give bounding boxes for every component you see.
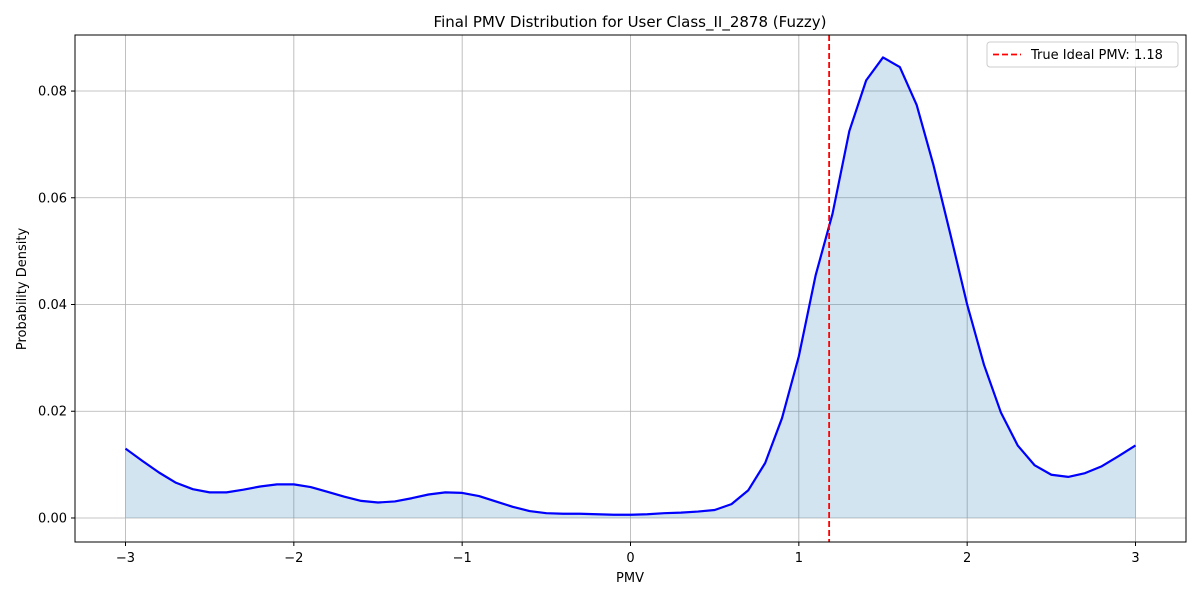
area-layer bbox=[124, 56, 1137, 518]
legend: True Ideal PMV: 1.18 bbox=[986, 41, 1179, 68]
y-tick-label: 0.06 bbox=[38, 191, 67, 206]
x-tick-label: 1 bbox=[795, 551, 803, 566]
x-tick-label: −1 bbox=[453, 551, 472, 566]
y-tick-label: 0.08 bbox=[38, 85, 67, 100]
x-tick-label: 0 bbox=[626, 551, 634, 566]
y-axis-ticks: 0.00 0.02 0.04 0.06 0.08 bbox=[38, 85, 75, 526]
x-tick-label: −3 bbox=[116, 551, 135, 566]
density-area-fill bbox=[125, 57, 1136, 518]
y-tick-label: 0.04 bbox=[38, 298, 67, 313]
y-tick-label: 0.02 bbox=[38, 405, 67, 420]
y-axis-title: Probability Density bbox=[15, 228, 30, 351]
y-tick-label: 0.00 bbox=[38, 511, 67, 526]
x-axis-ticks: −3 −2 −1 0 1 2 3 bbox=[116, 542, 1140, 566]
x-tick-label: 2 bbox=[963, 551, 971, 566]
x-tick-label: −2 bbox=[284, 551, 303, 566]
legend-box bbox=[986, 41, 1179, 68]
legend-label: True Ideal PMV: 1.18 bbox=[1030, 48, 1163, 63]
x-tick-label: 3 bbox=[1131, 551, 1139, 566]
x-axis-title: PMV bbox=[616, 571, 644, 586]
density-line bbox=[124, 56, 1137, 516]
chart-title: Final PMV Distribution for User Class_II… bbox=[434, 13, 827, 32]
